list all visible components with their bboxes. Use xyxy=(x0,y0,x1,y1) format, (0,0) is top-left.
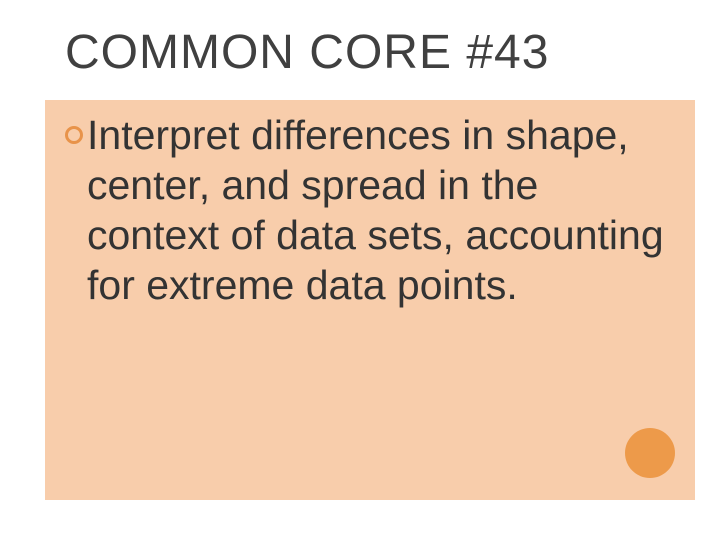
slide-title: COMMON CORE #43 xyxy=(0,0,720,100)
accent-circle-icon xyxy=(625,428,675,478)
slide-container: COMMON CORE #43 Interpret differences in… xyxy=(0,0,720,540)
bullet-item: Interpret differences in shape, center, … xyxy=(65,110,670,310)
bullet-marker-icon xyxy=(65,126,83,144)
content-box: Interpret differences in shape, center, … xyxy=(45,100,695,500)
bullet-text: Interpret differences in shape, center, … xyxy=(87,110,670,310)
